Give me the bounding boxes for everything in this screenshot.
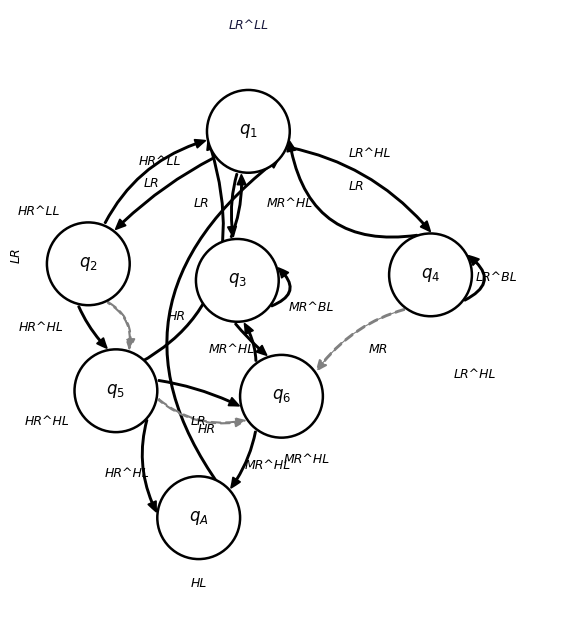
FancyArrowPatch shape: [245, 323, 257, 361]
Circle shape: [196, 239, 279, 322]
Text: HR^HL: HR^HL: [104, 467, 149, 480]
Text: MR: MR: [369, 343, 388, 356]
FancyArrowPatch shape: [78, 306, 107, 348]
Text: LR: LR: [193, 197, 210, 210]
Text: HL: HL: [191, 577, 207, 590]
Text: LR^HL: LR^HL: [453, 367, 496, 381]
Text: $q_3$: $q_3$: [228, 271, 247, 290]
FancyArrowPatch shape: [51, 225, 87, 260]
Text: MR^HL: MR^HL: [283, 453, 329, 466]
FancyArrowPatch shape: [142, 420, 156, 512]
Text: LR^BL: LR^BL: [476, 271, 518, 284]
Text: LR^LL: LR^LL: [228, 19, 269, 33]
Text: HR^HL: HR^HL: [25, 415, 69, 427]
Circle shape: [389, 234, 472, 316]
FancyArrowPatch shape: [108, 302, 134, 348]
Text: HR: HR: [198, 423, 216, 436]
FancyArrowPatch shape: [166, 158, 279, 510]
FancyArrowPatch shape: [158, 399, 245, 426]
FancyArrowPatch shape: [289, 147, 430, 232]
FancyArrowPatch shape: [176, 531, 221, 549]
FancyArrowPatch shape: [116, 158, 214, 229]
Text: LR: LR: [191, 415, 207, 427]
FancyArrowPatch shape: [104, 140, 205, 223]
Text: $q_5$: $q_5$: [106, 382, 125, 400]
Circle shape: [207, 90, 290, 173]
Text: MR^HL: MR^HL: [245, 459, 291, 471]
Text: LR: LR: [10, 248, 23, 263]
FancyArrowPatch shape: [77, 140, 224, 389]
Text: LR: LR: [348, 180, 364, 193]
Text: $q_A$: $q_A$: [189, 508, 208, 527]
FancyArrowPatch shape: [231, 175, 246, 237]
Text: HR^HL: HR^HL: [19, 321, 64, 334]
Circle shape: [75, 350, 157, 432]
FancyArrowPatch shape: [464, 256, 485, 300]
FancyArrowPatch shape: [228, 174, 238, 237]
Circle shape: [47, 223, 130, 305]
FancyArrowPatch shape: [158, 380, 239, 406]
Text: $q_2$: $q_2$: [79, 255, 98, 273]
FancyArrowPatch shape: [272, 268, 291, 306]
Text: $q_4$: $q_4$: [421, 266, 440, 284]
Text: MR^BL: MR^BL: [289, 302, 335, 315]
FancyArrowPatch shape: [268, 413, 307, 433]
Text: MR^HL: MR^HL: [267, 197, 313, 210]
Text: $q_6$: $q_6$: [272, 387, 291, 405]
FancyArrowPatch shape: [223, 98, 268, 119]
FancyArrowPatch shape: [77, 392, 113, 428]
Text: HR^LL: HR^LL: [17, 205, 60, 218]
FancyArrowPatch shape: [231, 431, 256, 488]
FancyArrowPatch shape: [287, 141, 417, 238]
Text: MR^HL: MR^HL: [209, 343, 255, 356]
Circle shape: [157, 477, 240, 559]
Text: HR: HR: [168, 309, 185, 323]
Circle shape: [240, 355, 323, 438]
FancyArrowPatch shape: [235, 323, 266, 355]
Text: LR: LR: [144, 177, 160, 190]
FancyArrowPatch shape: [317, 309, 404, 370]
Text: LR^HL: LR^HL: [348, 147, 391, 160]
Text: $q_1$: $q_1$: [239, 122, 258, 140]
Text: HR^LL: HR^LL: [139, 155, 181, 168]
